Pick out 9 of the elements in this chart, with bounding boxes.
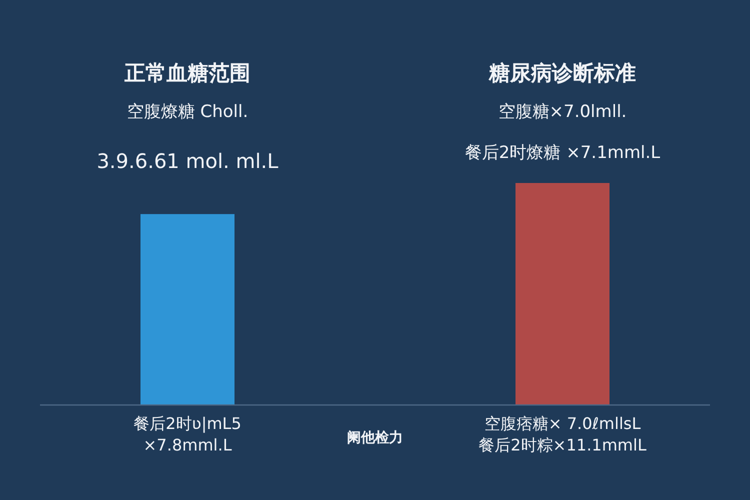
text: 阑他检力	[347, 430, 403, 446]
x-tick-label: 餐后2时ʋ|mL5 ×7.8mml.L	[134, 414, 242, 455]
text: 餐后2时燎糖 ×7.1mml.L	[464, 143, 661, 163]
text: 正常血糖范围	[124, 61, 250, 85]
text: 3.9.6.61 mol. ml.L	[96, 149, 280, 173]
text: 空腹燎糖 Choll.	[126, 102, 248, 122]
text: 糖尿病诊断标准	[488, 61, 636, 85]
x-tick-label: 空腹痞糖× 7.0ℓmllsL 餐后2时粽×11.1mmlL	[478, 414, 646, 455]
text: 空腹糖×7.0lmll.	[498, 102, 627, 122]
